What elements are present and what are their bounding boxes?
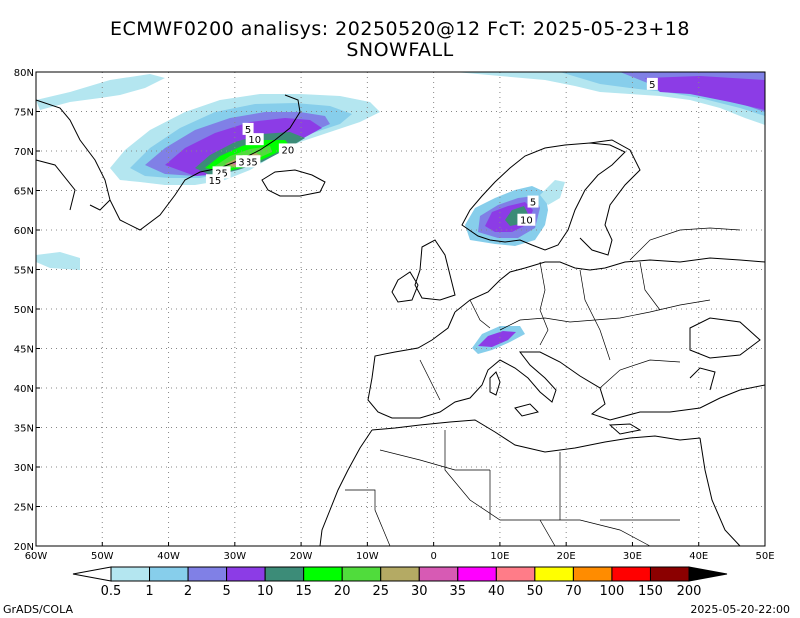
lon-tick-label: 10E (490, 551, 509, 562)
colorbar-swatch (341, 566, 382, 582)
lon-tick-label: 40W (157, 551, 180, 562)
contour-label-bg (527, 195, 539, 208)
lat-tick-label: 25N (14, 503, 34, 514)
contour-label: 5 (245, 125, 251, 136)
lon-tick-label: 40E (689, 551, 708, 562)
colorbar-label: 70 (565, 584, 582, 599)
contour-label: 5 (649, 80, 655, 91)
map-subtitle: SNOWFALL (346, 39, 454, 61)
colorbar-label: 15 (295, 584, 312, 599)
lon-tick-label: 60W (25, 551, 48, 562)
lon-tick-label: 20E (557, 551, 576, 562)
snowfall-area-greenland (36, 74, 165, 110)
lat-tick-label: 20N (14, 542, 34, 553)
colorbar-swatch (149, 566, 189, 582)
lat-tick-label: 40N (14, 384, 34, 395)
colorbar-label: 150 (638, 584, 663, 599)
contour-label: 15 (209, 176, 222, 187)
contour-label-bg (235, 155, 247, 168)
colorbar-low-arrow (72, 566, 112, 582)
colorbar-swatch (572, 566, 613, 582)
contour-label-bg (245, 133, 264, 146)
contour-label-bg (278, 143, 297, 156)
credit-text: GrADS/COLA (3, 603, 73, 616)
timestamp-text: 2025-05-20-22:00 (690, 603, 790, 616)
colorbar-label: 35 (450, 584, 467, 599)
lon-tick-label: 0 (430, 551, 436, 562)
colorbar-swatch (418, 566, 459, 582)
colorbar-label: 2 (184, 584, 192, 599)
contour-label-bg (242, 122, 254, 135)
colorbar-swatch (187, 566, 228, 582)
lon-tick-label: 50W (91, 551, 114, 562)
colorbar-swatch (110, 566, 151, 582)
lat-tick-label: 35N (14, 424, 34, 435)
colorbar-swatch (264, 566, 305, 582)
colorbar-label: 20 (334, 584, 351, 599)
lat-tick-label: 75N (14, 108, 34, 119)
contour-label: 3 (238, 157, 244, 168)
lat-tick-label: 70N (14, 147, 34, 158)
lon-tick-label: 20W (290, 551, 313, 562)
longitude-axis: 60W 50W 40W 30W 20W 10W 0 10E 20E 30E 40E 50E (25, 542, 775, 562)
colorbar-high-arrow (688, 566, 728, 582)
coastlines (35, 94, 766, 547)
colorbar-label: 25 (372, 584, 389, 599)
lat-tick-label: 65N (14, 187, 34, 198)
map-title: ECMWF0200 analisys: 20250520@12 FcT: 202… (110, 18, 690, 40)
colorbar-swatch (457, 566, 497, 582)
lat-tick-label: 55N (14, 266, 34, 277)
latitude-axis: 80N 75N 70N 65N 60N 55N 50N 45N 40N 35N 30N 25N 20N (14, 68, 40, 553)
colorbar-swatch (611, 566, 651, 582)
snowfall-field (36, 72, 765, 354)
lon-tick-label: 30E (623, 551, 642, 562)
colorbar-label: 1 (145, 584, 153, 599)
colorbar: 0.5 1 2 5 10 15 20 25 30 35 40 50 70 100 150 200 (72, 566, 728, 599)
colorbar-label: 0.5 (101, 584, 122, 599)
lon-tick-label: 10W (356, 551, 379, 562)
colorbar-label: 100 (600, 584, 625, 599)
contour-label: 25 (215, 168, 228, 179)
colorbar-label: 5 (222, 584, 230, 599)
lat-tick-label: 60N (14, 226, 34, 237)
colorbar-swatch (380, 566, 420, 582)
lon-tick-label: 30W (224, 551, 247, 562)
colorbar-label: 40 (488, 584, 505, 599)
lat-tick-label: 30N (14, 463, 34, 474)
contour-label: 5 (530, 198, 536, 209)
lon-tick-label: 50E (755, 551, 774, 562)
colorbar-label: 10 (257, 584, 274, 599)
lat-tick-label: 50N (14, 305, 34, 316)
colorbar-label: 200 (677, 584, 702, 599)
graticule (36, 72, 765, 546)
colorbar-swatch (226, 566, 266, 582)
contour-label: 20 (281, 145, 294, 156)
lat-tick-label: 45N (14, 345, 34, 356)
contour-label-bg (646, 77, 658, 90)
lat-tick-label: 80N (14, 68, 34, 79)
contour-label: 35 (245, 157, 258, 168)
contour-label-bg (517, 213, 536, 226)
country-borders (345, 227, 741, 547)
colorbar-label: 30 (411, 584, 428, 599)
contour-label-bg (205, 174, 224, 187)
colorbar-swatch (495, 566, 536, 582)
contour-label: 10 (248, 135, 261, 146)
colorbar-swatch (534, 566, 574, 582)
colorbar-label: 50 (527, 584, 544, 599)
contour-label: 10 (520, 216, 533, 227)
colorbar-swatch (649, 566, 690, 582)
colorbar-swatch (303, 566, 343, 582)
